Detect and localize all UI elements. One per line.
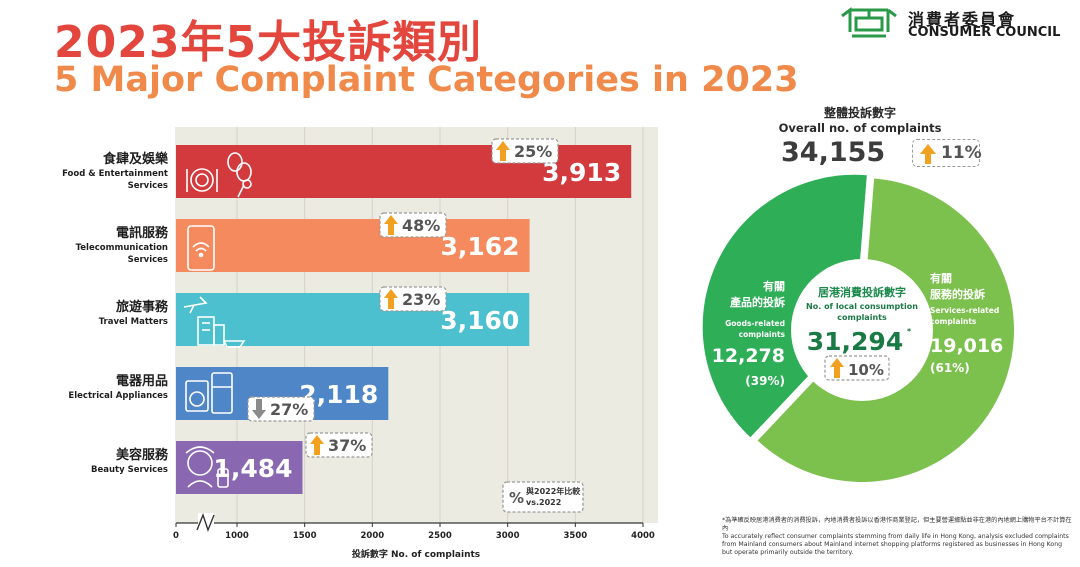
category-label-en: Beauty Services <box>91 465 168 475</box>
x-tick-label: 2000 <box>360 531 384 541</box>
slice-label-goods-en-1: Goods-related <box>725 319 785 328</box>
category-label-zh: 食肆及娛樂 <box>103 151 169 167</box>
footnote-en: To accurately reflect consumer complaint… <box>722 533 1069 556</box>
bar <box>176 293 530 346</box>
arrow-up-icon <box>384 215 398 235</box>
appliances-icon <box>185 372 233 414</box>
change-label: 27% <box>270 400 308 419</box>
slice-label-services-en-2: complaints <box>930 317 977 326</box>
category-label-zh: 美容服務 <box>116 447 169 463</box>
x-tick-label: 4000 <box>631 531 655 541</box>
logo-name-en: CONSUMER COUNCIL <box>908 25 1061 40</box>
x-axis-label: 投訴數字 No. of complaints <box>352 548 480 560</box>
change-label: 25% <box>514 142 552 161</box>
bar <box>176 441 303 494</box>
category-label-en: Services <box>128 181 168 191</box>
slice-label-goods-zh-1: 有關 <box>763 279 785 293</box>
arrow-up-icon <box>830 358 844 378</box>
legend-symbol: % <box>509 489 524 507</box>
overall-title-zh: 整體投訴數字 <box>823 106 896 120</box>
donut-slice <box>702 174 867 438</box>
x-axis: 0 1000 1500 2000 2500 3000 3500 4000 <box>173 512 655 541</box>
slice-value-goods: 12,278 <box>712 345 785 367</box>
change-badge: 48% <box>379 212 447 238</box>
x-tick-label: 1500 <box>293 531 317 541</box>
consumer-council-logo: 消費者委員會 CONSUMER COUNCIL <box>838 2 1068 46</box>
category-label-en: Services <box>128 255 168 265</box>
slice-label-services-zh-2: 服務的投訴 <box>930 287 985 301</box>
overall-change-label: 11% <box>941 143 982 163</box>
center-change-badge: 10% <box>824 355 890 381</box>
slice-label-goods-zh-2: 產品的投訴 <box>729 295 785 309</box>
bar <box>176 219 530 272</box>
slice-label-goods-en-2: complaints <box>739 330 786 339</box>
category-label-en: Electrical Appliances <box>68 391 168 401</box>
axis-break-icon <box>196 512 215 533</box>
beauty-icon <box>185 446 229 488</box>
slice-label-services-zh-1: 有關 <box>930 271 952 285</box>
category-label-en: Travel Matters <box>99 317 168 327</box>
slice-label-services-en-1: Services-related <box>930 306 999 315</box>
page-title-en: 5 Major Complaint Categories in 2023 <box>54 60 799 100</box>
slice-percent-goods: (39%) <box>745 374 785 388</box>
category-labels: 食肆及娛樂 Food & Entertainment Services 電訊服務 Tel… <box>62 151 169 475</box>
category-label-zh: 旅遊事務 <box>116 299 169 315</box>
dining-entertainment-icon <box>186 152 252 198</box>
category-label-zh: 電器用品 <box>116 374 168 389</box>
slice-percent-services: (61%) <box>930 361 970 375</box>
travel-icon <box>183 296 246 348</box>
footnote: *為準確反映居港消費者的消費投訴，內地消費者投訴以香港作商業登記，但主要營運據點… <box>722 517 1072 557</box>
arrow-up-icon <box>310 435 324 455</box>
legend-text-zh: 與2022年比較 <box>526 486 581 496</box>
change-badge: 25% <box>491 138 559 164</box>
phone-wifi-icon <box>187 225 215 271</box>
center-value-marker: * <box>907 327 912 336</box>
arrow-up-icon <box>920 144 936 164</box>
bar-value-label: 3,160 <box>440 306 519 335</box>
center-title-en-2: complaints <box>837 313 887 322</box>
change-badge: 23% <box>379 286 447 312</box>
bar-value-label: 3,162 <box>441 232 520 261</box>
center-title-zh: 居港消費投訴數字 <box>818 285 906 299</box>
category-icons <box>183 152 252 488</box>
change-label: 37% <box>328 436 366 455</box>
legend-badge: % 與2022年比較 vs.2022 <box>502 481 584 513</box>
arrow-up-icon <box>496 141 510 161</box>
x-tick-label: 3500 <box>563 531 587 541</box>
arrow-down-icon <box>252 399 266 419</box>
category-label-zh: 電訊服務 <box>116 225 169 241</box>
x-tick-label: 0 <box>173 531 179 541</box>
logo-name-zh: 消費者委員會 <box>908 10 1017 29</box>
legend-text-en: vs.2022 <box>526 498 561 507</box>
center-title-en-1: No. of local consumption <box>806 302 918 311</box>
change-badge: 27% <box>247 396 315 422</box>
category-label-en: Food & Entertainment <box>62 169 168 179</box>
category-label-en: Telecommunication <box>76 243 168 253</box>
x-tick-label: 3000 <box>496 531 520 541</box>
overall-change-badge: 11% <box>912 139 982 167</box>
change-label: 48% <box>402 216 440 235</box>
x-tick-label: 1000 <box>225 531 249 541</box>
change-badge: 37% <box>305 432 373 458</box>
center-value: 31,294 <box>807 327 903 356</box>
center-change-label: 10% <box>848 361 884 379</box>
arrow-up-icon <box>384 289 398 309</box>
consumer-council-logo-icon <box>841 7 897 38</box>
overall-title-en: Overall no. of complaints <box>778 121 942 135</box>
x-tick-label: 2500 <box>428 531 452 541</box>
footnote-zh: *為準確反映居港消費者的消費投訴，內地消費者投訴以香港作商業登記，但主要營運據點… <box>722 517 1072 532</box>
change-label: 23% <box>402 290 440 309</box>
bar-value-label: 3,913 <box>542 158 621 187</box>
page-title-zh: 2023年5大投訴類別 <box>54 17 483 68</box>
slice-value-services: 19,016 <box>930 335 1003 357</box>
change-badges: 25% 48% 23% 27% 37% <box>247 138 559 458</box>
overall-value: 34,155 <box>781 137 886 168</box>
